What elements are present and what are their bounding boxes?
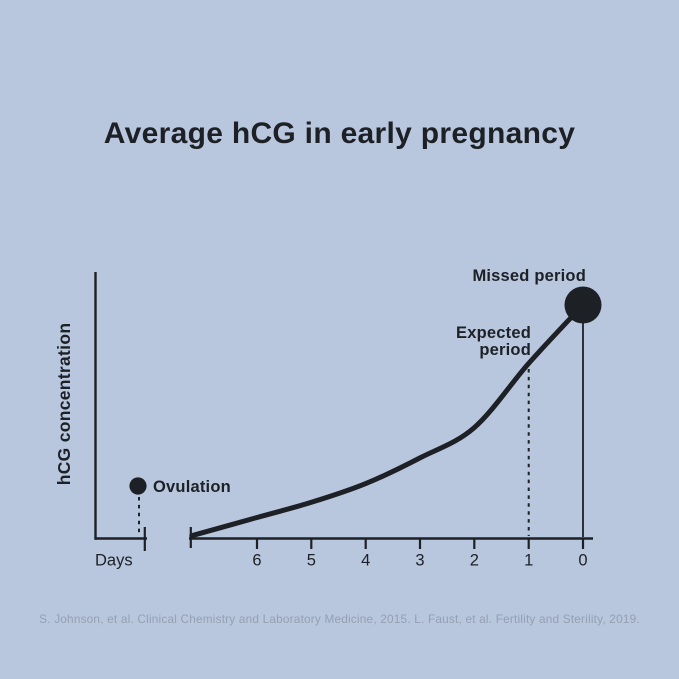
page-title: Average hCG in early pregnancy: [103, 117, 576, 150]
tick-label-0: 0: [578, 552, 587, 570]
missed-period-label: Missed period: [472, 267, 586, 285]
hcg-curve-line: [189, 302, 586, 539]
expected-period-label-line1: Expected: [456, 324, 531, 342]
tick-label-1: 1: [524, 552, 533, 570]
x-axis-ticks: [255, 538, 585, 549]
tick-label-5: 5: [307, 552, 316, 570]
expected-period-label-line2: period: [479, 341, 531, 359]
ovulation-label: Ovulation: [153, 478, 231, 496]
tick-label-3: 3: [415, 552, 424, 570]
tick-label-4: 4: [361, 552, 370, 570]
missed-period-dot: [564, 286, 602, 324]
x-axis-tick-labels: 6 5 4 3 2 1 0: [252, 552, 587, 570]
ovulation-dot: [129, 477, 147, 495]
citation-text: S. Johnson, et al. Clinical Chemistry an…: [39, 612, 640, 626]
tick-label-2: 2: [470, 552, 479, 570]
tick-label-6: 6: [252, 552, 261, 570]
x-axis-label: Days: [95, 552, 133, 570]
y-axis-label: hCG concentration: [54, 323, 74, 486]
